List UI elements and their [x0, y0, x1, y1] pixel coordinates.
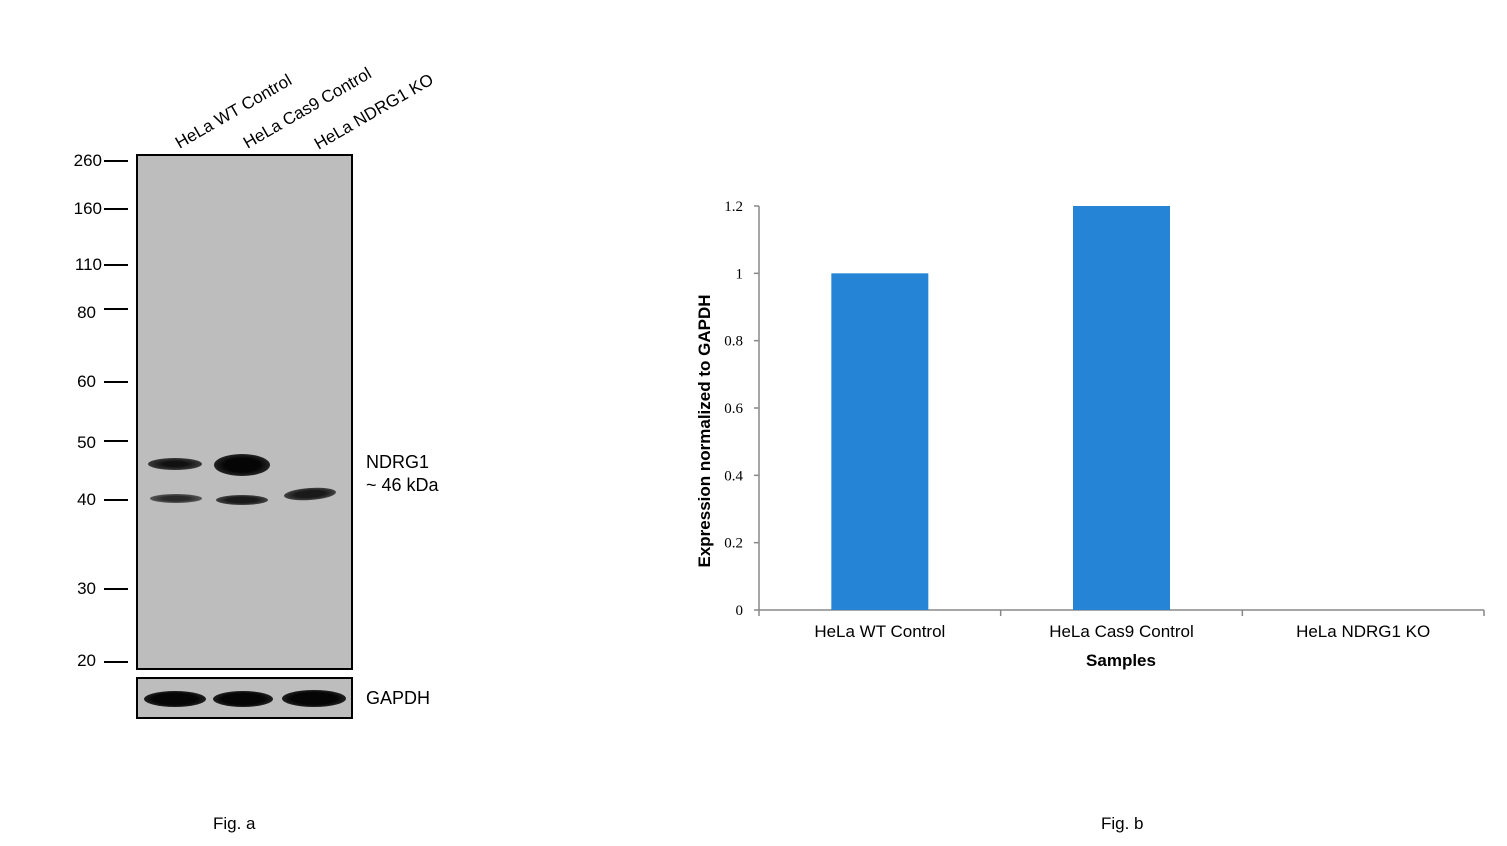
target-size-label: ~ 46 kDa	[366, 475, 439, 495]
x-tick-labels: HeLa WT Control HeLa Cas9 Control HeLa NDR…	[814, 622, 1430, 641]
mw-label-60: 60	[77, 372, 96, 391]
figure-a-caption: Fig. a	[213, 814, 256, 833]
chart-bars	[831, 206, 1170, 610]
y-tick-label: 0	[736, 603, 744, 619]
mw-label-30: 30	[77, 579, 96, 598]
mw-tick-60	[104, 381, 128, 383]
mw-label-260: 260	[73, 151, 102, 170]
mw-tick-160	[104, 208, 128, 210]
bar-2	[1073, 206, 1170, 610]
mw-tick-40	[104, 499, 128, 501]
gapdh-band-wt	[144, 691, 206, 707]
mw-label-160: 160	[73, 199, 102, 218]
y-tick-label: 0.6	[724, 401, 743, 417]
y-tick-label: 1.2	[724, 199, 743, 215]
mw-label-50: 50	[77, 433, 96, 452]
band-lower-wt	[150, 494, 202, 503]
mw-tick-30	[104, 588, 128, 590]
y-ticks: 0 0.2 0.4 0.6 0.8 1 1.2	[724, 199, 759, 619]
band-upper-wt	[148, 458, 202, 470]
mw-tick-20	[104, 661, 128, 663]
x-tick-label: HeLa WT Control	[814, 622, 945, 641]
mw-tick-80	[104, 308, 128, 310]
loading-control-label: GAPDH	[366, 688, 431, 708]
y-tick-label: 0.2	[724, 536, 743, 552]
target-label: NDRG1	[366, 452, 430, 472]
figure-b-caption: Fig. b	[1101, 814, 1144, 833]
y-axis-label: Expression normalized to GAPDH	[695, 295, 714, 568]
gapdh-band-cas9	[213, 691, 273, 707]
band-lower-cas9	[216, 495, 268, 505]
y-tick-label: 0.8	[724, 334, 743, 350]
y-tick-label: 0.4	[724, 468, 743, 484]
mw-tick-50	[104, 440, 128, 442]
mw-label-110: 110	[74, 255, 102, 274]
band-upper-cas9	[214, 454, 270, 476]
gapdh-band-ko	[282, 690, 346, 707]
bar-1	[831, 273, 929, 610]
mw-label-80: 80	[77, 303, 96, 322]
x-axis-label: Samples	[1086, 651, 1156, 670]
mw-label-20: 20	[77, 651, 96, 670]
x-tick-label: HeLa NDRG1 KO	[1296, 622, 1430, 641]
mw-tick-260	[104, 160, 128, 162]
mw-tick-110	[104, 264, 128, 266]
ndrg1-blot	[136, 154, 353, 670]
gapdh-blot	[136, 677, 353, 719]
x-tick-label: HeLa Cas9 Control	[1049, 622, 1194, 641]
y-tick-label: 1	[736, 266, 744, 282]
mw-label-40: 40	[77, 490, 96, 509]
